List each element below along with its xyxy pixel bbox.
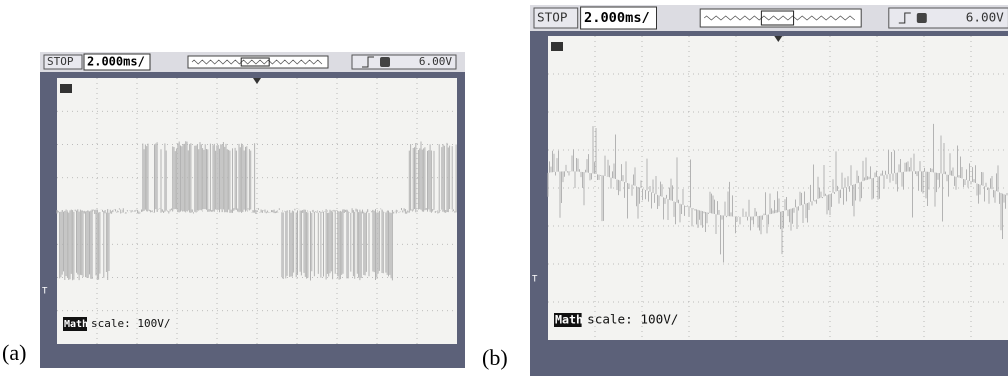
panel-label: (b) <box>482 345 508 370</box>
trigger-level: 6.00V <box>966 10 1004 25</box>
math-label: Math <box>64 319 88 330</box>
channel-icon <box>380 57 390 67</box>
scope-panel: STOP 2.000ms/6.00V T Math scale: 100V/ (b) <box>482 5 1008 376</box>
channel-marker <box>551 42 563 51</box>
trigger-marker: T <box>532 275 538 285</box>
math-scale: scale: 100V/ <box>91 317 170 330</box>
math-label: Math <box>555 313 583 327</box>
timebase-text: 2.000ms/ <box>87 55 145 69</box>
status-text: STOP <box>47 55 74 68</box>
scope-figure: STOP2.000ms/6.00VTMathscale: 100V/(a)STO… <box>0 0 1008 376</box>
page: {"panels": [ {"label": "(a)", "status": … <box>0 0 1008 376</box>
timebase-text: 2.000ms/ <box>584 10 650 26</box>
math-scale: scale: 100V/ <box>587 312 678 327</box>
panel-label: (a) <box>2 340 26 365</box>
trigger-level: 6.00V <box>419 55 452 68</box>
status-text: STOP <box>537 10 568 25</box>
channel-icon <box>917 13 927 23</box>
trigger-marker: T <box>42 286 48 296</box>
channel-marker <box>60 84 72 93</box>
